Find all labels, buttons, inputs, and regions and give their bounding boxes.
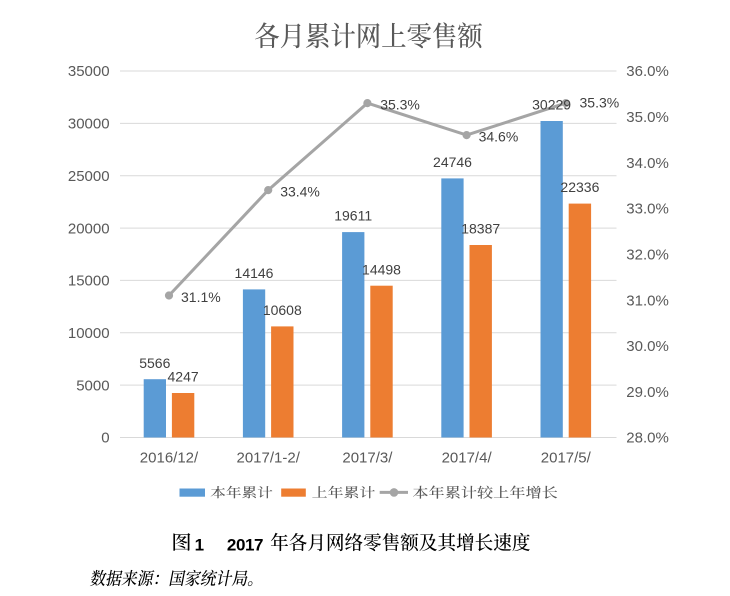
- svg-text:35.3%: 35.3%: [580, 94, 620, 110]
- svg-text:18387: 18387: [461, 221, 500, 237]
- svg-text:33.4%: 33.4%: [280, 184, 320, 200]
- svg-text:2017/5/: 2017/5/: [541, 450, 592, 467]
- svg-text:35.3%: 35.3%: [380, 97, 420, 113]
- svg-text:2016/12/: 2016/12/: [140, 450, 199, 467]
- svg-text:36.0%: 36.0%: [626, 63, 669, 80]
- svg-text:35.0%: 35.0%: [626, 109, 669, 126]
- svg-text:30229: 30229: [532, 97, 571, 113]
- svg-text:31.0%: 31.0%: [626, 292, 669, 309]
- svg-text:10608: 10608: [263, 302, 302, 318]
- svg-text:33.0%: 33.0%: [626, 201, 669, 218]
- svg-text:2017: 2017: [227, 536, 263, 555]
- svg-text:34.6%: 34.6%: [479, 129, 519, 145]
- svg-text:31.1%: 31.1%: [181, 289, 221, 305]
- svg-text:34.0%: 34.0%: [626, 155, 669, 172]
- svg-text:20000: 20000: [68, 220, 110, 237]
- svg-text:5000: 5000: [76, 377, 109, 394]
- svg-text:28.0%: 28.0%: [626, 430, 669, 447]
- svg-text:5566: 5566: [139, 355, 170, 371]
- svg-text:22336: 22336: [560, 179, 599, 195]
- svg-text:2017/3/: 2017/3/: [342, 450, 393, 467]
- svg-text:1: 1: [195, 536, 204, 555]
- svg-text:25000: 25000: [68, 168, 110, 185]
- svg-text:14146: 14146: [235, 265, 274, 281]
- svg-text:14498: 14498: [362, 261, 401, 277]
- svg-text:4247: 4247: [168, 369, 199, 385]
- svg-text:24746: 24746: [433, 154, 472, 170]
- svg-text:35000: 35000: [68, 63, 110, 80]
- svg-text:30.0%: 30.0%: [626, 338, 669, 355]
- svg-text:15000: 15000: [68, 273, 110, 290]
- svg-text:2017/4/: 2017/4/: [442, 450, 493, 467]
- svg-text:0: 0: [101, 430, 109, 447]
- svg-text:30000: 30000: [68, 116, 110, 133]
- svg-text:2017/1-2/: 2017/1-2/: [237, 450, 301, 467]
- svg-text:32.0%: 32.0%: [626, 246, 669, 263]
- svg-text:19611: 19611: [334, 208, 372, 224]
- svg-text:29.0%: 29.0%: [626, 384, 669, 401]
- svg-text:10000: 10000: [68, 325, 110, 342]
